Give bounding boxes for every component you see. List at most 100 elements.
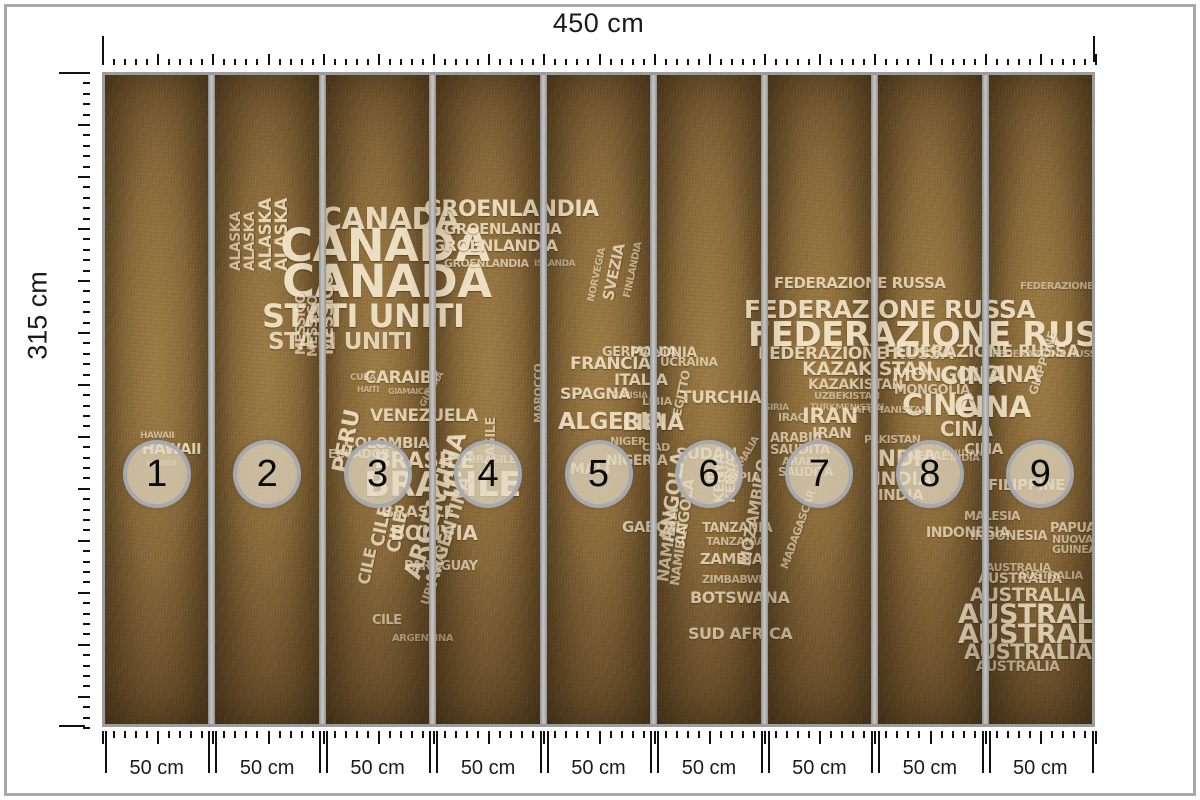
ruler-tick (245, 59, 248, 65)
mural-panel-5[interactable]: HAWAIIHAWAIIHAWAIIALASKAALASKAALASKAALAS… (546, 75, 651, 724)
map-country-label: CUBA (350, 373, 376, 383)
map-country-label: STATI UNITI (325, 297, 430, 335)
map-country-label: AUSTRALIA (970, 584, 982, 606)
world-map-typography-layer: HAWAIIHAWAIIHAWAIIALASKAALASKAALASKAALAS… (657, 75, 760, 724)
map-country-label: AUSTRALIA (988, 584, 1086, 606)
ruler-tick (83, 144, 90, 147)
map-country-label: BOLIVIA (390, 521, 430, 545)
ruler-tick (113, 731, 116, 738)
ruler-tick (885, 59, 888, 65)
mural-panel-6[interactable]: HAWAIIHAWAIIHAWAIIALASKAALASKAALASKAALAS… (657, 75, 761, 724)
map-country-label: CINA (902, 388, 979, 422)
ruler-tick (333, 59, 336, 65)
ruler-tick (587, 59, 590, 65)
ruler-tick (764, 731, 766, 744)
ruler-tick (752, 731, 755, 738)
ruler-tick (907, 59, 910, 65)
canvas-texture-overlay (988, 75, 1092, 724)
ruler-tick (576, 731, 579, 738)
ruler-tick (83, 352, 90, 355)
ruler-tick (83, 425, 90, 428)
map-country-label: AUSTRALIA (958, 619, 982, 650)
map-country-label: MOZAMBICO (767, 457, 773, 568)
map-country-label: FEDERAZIONE RUSSA (878, 295, 982, 324)
panel-number-badge-6: 6 (674, 440, 743, 508)
ruler-tick (708, 731, 711, 744)
ruler-tick (775, 59, 778, 65)
map-country-label: HAITI (357, 385, 379, 394)
segment-width-label-2: 50 cm (239, 757, 295, 779)
map-country-label: IRAQ (778, 411, 807, 424)
map-country-label: AUSTRALIA (1018, 569, 1083, 582)
map-country-label: GERMANIA (602, 345, 651, 360)
map-country-label: FEDERAZIONE RUSSA (768, 315, 871, 355)
ruler-tick (730, 731, 733, 738)
map-country-label: AUSTRALIA (989, 599, 1092, 630)
map-country-label: NIGERIA (657, 453, 668, 469)
segment-divider (215, 731, 218, 773)
ruler-tick (377, 731, 380, 744)
panel-number-badge-5: 5 (564, 440, 633, 508)
map-country-label: CINA (954, 390, 982, 424)
map-country-label: FEDERAZIONE RUSSA (884, 342, 982, 362)
ruler-tick (609, 59, 612, 65)
left-ruler-bottom-endcap (59, 725, 85, 727)
ruler-tick (366, 59, 369, 65)
ruler-tick (620, 59, 623, 65)
map-country-label: TANZANIA (702, 521, 761, 536)
ruler-tick (83, 363, 90, 366)
ruler-tick (1028, 731, 1031, 738)
ruler-tick (598, 731, 601, 744)
mural-panel-3[interactable]: HAWAIIHAWAIIHAWAIIALASKAALASKAALASKAALAS… (325, 75, 430, 724)
ruler-tick (83, 654, 90, 657)
mural-panel-8[interactable]: HAWAIIHAWAIIHAWAIIALASKAALASKAALASKAALAS… (878, 75, 982, 724)
ruler-tick (146, 59, 149, 65)
ruler-tick (78, 539, 90, 542)
ruler-tick (83, 196, 90, 199)
panel-seam-5 (650, 72, 658, 727)
ruler-tick (984, 54, 987, 65)
ruler-tick (1028, 59, 1031, 65)
segment-width-label-3: 50 cm (350, 757, 405, 779)
ruler-tick (179, 731, 182, 738)
ruler-tick (896, 731, 899, 738)
map-country-label: INDONESIA (970, 529, 982, 544)
canvas-texture-overlay (546, 75, 651, 724)
ruler-tick (664, 59, 667, 65)
ruler-tick (786, 731, 789, 738)
ruler-tick (675, 59, 678, 65)
ruler-tick (521, 59, 524, 65)
ruler-tick (83, 321, 90, 324)
ruler-tick (146, 731, 149, 738)
ruler-tick (642, 59, 645, 65)
mural-panel-9[interactable]: HAWAIIHAWAIIHAWAIIALASKAALASKAALASKAALAS… (988, 75, 1092, 724)
ruler-tick (499, 731, 502, 738)
mural-panel-2[interactable]: HAWAIIHAWAIIHAWAIIALASKAALASKAALASKAALAS… (215, 75, 319, 724)
segment-width-label-8: 50 cm (902, 757, 958, 779)
ruler-tick (874, 54, 877, 65)
segment-divider (546, 731, 549, 773)
ruler-tick (83, 92, 90, 95)
ruler-tick (179, 59, 182, 65)
ruler-tick (896, 59, 899, 65)
map-country-label: CINA (989, 440, 1004, 458)
map-country-label: GIAPPONE (1026, 329, 1060, 397)
map-country-label: VENEZUELA (370, 406, 430, 426)
ruler-tick (83, 467, 90, 470)
ruler-tick (83, 217, 90, 220)
mural-panel-group[interactable]: HAWAIIHAWAIIHAWAIIALASKAALASKAALASKAALAS… (102, 72, 1095, 727)
ruler-tick (841, 731, 844, 738)
map-country-label: UCRAINA (660, 355, 718, 369)
map-country-label: TANZANIA (706, 535, 761, 548)
segment-divider (105, 731, 107, 773)
mural-edge-right (1092, 72, 1095, 727)
mural-panel-7[interactable]: HAWAIIHAWAIIHAWAIIALASKAALASKAALASKAALAS… (767, 75, 872, 724)
mural-panel-1[interactable]: HAWAIIHAWAIIHAWAIIALASKAALASKAALASKAALAS… (105, 75, 209, 724)
ruler-tick (83, 456, 90, 459)
ruler-tick (752, 59, 755, 65)
map-country-label: GROENLANDIA (444, 257, 529, 270)
mural-panel-4[interactable]: HAWAIIHAWAIIHAWAIIALASKAALASKAALASKAALAS… (436, 75, 540, 724)
ruler-tick (267, 731, 270, 744)
